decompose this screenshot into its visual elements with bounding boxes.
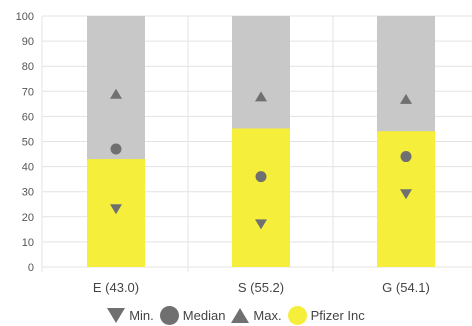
legend-label-company: Pfizer Inc <box>310 307 365 323</box>
bars <box>87 16 435 267</box>
y-tick-label-30: 30 <box>22 187 34 199</box>
y-tick-label-40: 40 <box>22 162 34 174</box>
circle-icon <box>159 305 179 325</box>
marker-median <box>255 171 267 183</box>
marker-median <box>400 151 412 163</box>
legend-label-max: Max. <box>253 307 282 323</box>
x-axis-labels: E (43.0) S (55.2) G (54.1) <box>93 280 430 295</box>
marker-median <box>110 143 122 155</box>
legend-item-median[interactable]: Median <box>159 305 226 325</box>
y-tick-label-60: 60 <box>22 111 34 123</box>
chart-legend: Min. Median Max. Pfizer Inc <box>0 305 472 325</box>
esg-score-chart: 0 10 20 30 40 50 60 70 80 90 100 E (43.0) S (55.2) G… <box>16 11 472 295</box>
bar-company-score <box>232 128 290 267</box>
legend-item-min[interactable]: Min. <box>107 307 154 323</box>
triangle-down-icon <box>107 307 126 323</box>
marker-min <box>255 219 267 230</box>
marker-min <box>110 204 122 215</box>
y-tick-label-90: 90 <box>22 36 34 48</box>
x-category-label: G (54.1) <box>382 280 430 295</box>
y-tick-label-0: 0 <box>28 262 34 274</box>
legend-label-median: Median <box>182 307 226 323</box>
y-tick-label-100: 100 <box>16 11 34 23</box>
y-tick-label-20: 20 <box>22 212 34 224</box>
company-circle-icon <box>287 305 307 325</box>
legend-item-company[interactable]: Pfizer Inc <box>287 305 365 325</box>
legend-item-max[interactable]: Max. <box>231 307 282 323</box>
markers <box>110 88 412 230</box>
legend-label-min: Min. <box>129 307 154 323</box>
y-tick-label-10: 10 <box>22 237 34 249</box>
y-tick-label-50: 50 <box>22 137 34 149</box>
marker-max <box>110 88 122 99</box>
marker-min <box>400 189 412 200</box>
y-axis-ticks: 0 10 20 30 40 50 60 70 80 90 100 <box>16 11 34 274</box>
x-category-label: E (43.0) <box>93 280 139 295</box>
marker-max <box>400 93 412 104</box>
triangle-up-icon <box>231 307 250 323</box>
y-tick-label-70: 70 <box>22 86 34 98</box>
marker-max <box>255 91 267 102</box>
y-tick-label-80: 80 <box>22 61 34 73</box>
x-category-label: S (55.2) <box>238 280 284 295</box>
